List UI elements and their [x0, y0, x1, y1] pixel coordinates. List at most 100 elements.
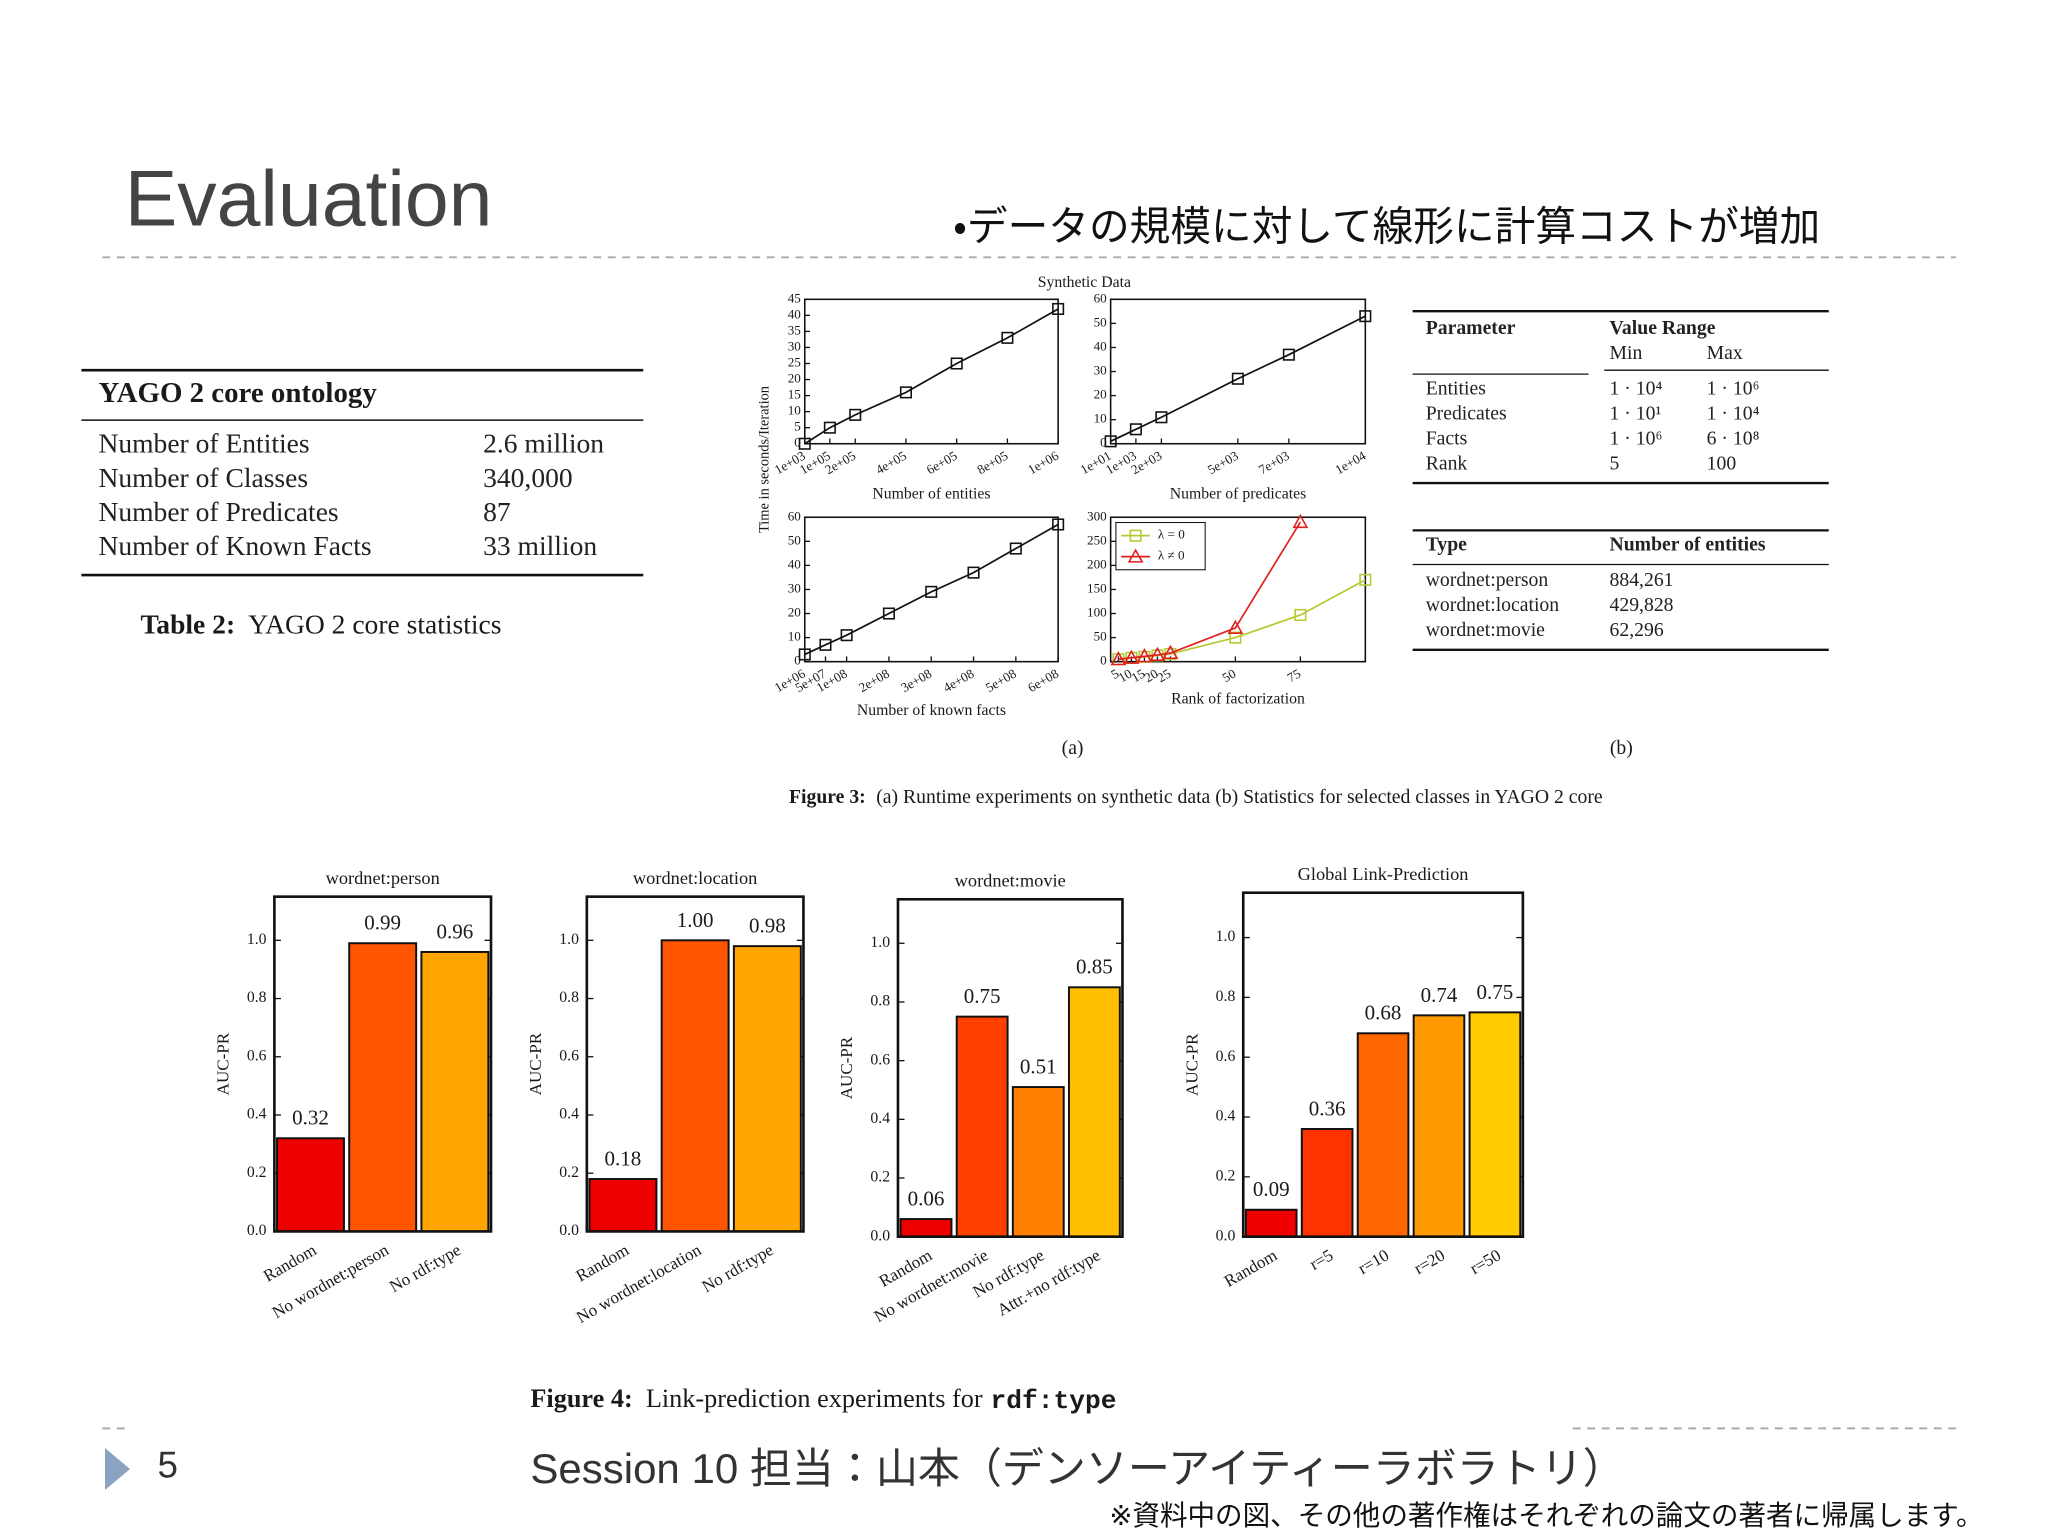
- marker: [1136, 648, 1153, 663]
- x-tick-label: 2e+08: [856, 665, 892, 695]
- marker: [1292, 513, 1309, 529]
- x-tick-label: 3e+08: [898, 665, 934, 695]
- bar: [588, 1178, 658, 1233]
- table-cell: 884,261: [1610, 569, 1674, 591]
- table-cell: Predicates: [1426, 402, 1507, 424]
- legend-label: λ = 0: [1158, 527, 1185, 542]
- table-cell: 100: [1707, 452, 1737, 474]
- bar: [660, 939, 730, 1233]
- marker: [1052, 518, 1065, 531]
- series-line: [1110, 315, 1366, 443]
- y-tick-label: 20: [788, 605, 802, 620]
- x-tick-label: 1e+06: [1025, 448, 1061, 478]
- y-tick-label: 0.6: [1216, 1048, 1236, 1065]
- y-tick-label: 0: [794, 653, 801, 668]
- y-tick-label: 0: [1100, 653, 1107, 668]
- page-number: 5: [158, 1444, 178, 1485]
- x-tick-label: r=5: [1306, 1245, 1336, 1273]
- y-tick-label: 0.2: [870, 1169, 890, 1186]
- x-tick-label: Random: [573, 1240, 633, 1285]
- bar: [1011, 1086, 1065, 1238]
- bar: [732, 945, 802, 1233]
- caption-text: (a) Runtime experiments on synthetic dat…: [876, 786, 1603, 808]
- x-tick-label: 1e+04: [1332, 448, 1368, 478]
- y-tick-label: 150: [1087, 580, 1107, 595]
- table-header: Value Range: [1610, 317, 1716, 339]
- caption-text: Link-prediction experiments for: [646, 1384, 983, 1413]
- table-subheader: Min: [1610, 342, 1643, 364]
- table-cell: 1 · 10⁴: [1610, 377, 1663, 399]
- y-axis-label: AUC-PR: [837, 1036, 856, 1099]
- y-tick-label: 0.2: [559, 1164, 579, 1181]
- x-tick-label: 5e+03: [1205, 448, 1241, 478]
- y-tick-label: 40: [788, 556, 802, 571]
- caption-label: Figure 3:: [789, 786, 866, 808]
- marker: [849, 408, 862, 421]
- x-tick-label: Random: [1221, 1245, 1281, 1290]
- x-tick-label: 4e+05: [873, 448, 909, 478]
- marker: [798, 437, 811, 450]
- series-line: [804, 523, 1059, 656]
- y-tick-label: 100: [1087, 605, 1107, 620]
- y-tick-label: 0.4: [559, 1106, 579, 1123]
- bullet-icon: [105, 1448, 130, 1491]
- series-line: [804, 308, 1059, 445]
- bar: [420, 950, 490, 1233]
- y-tick-label: 1.0: [1216, 928, 1236, 945]
- table-header: Type: [1426, 534, 1467, 556]
- x-tick-label: r=10: [1355, 1245, 1393, 1278]
- y-tick-label: 300: [1087, 508, 1107, 523]
- marker: [925, 585, 938, 598]
- y-tick-label: 1.0: [559, 931, 579, 948]
- x-tick-label: No rdf:type: [699, 1240, 777, 1296]
- table-cell: wordnet:movie: [1426, 619, 1545, 641]
- y-tick-label: 35: [788, 322, 802, 337]
- x-axis-label: Number of predicates: [1170, 486, 1306, 503]
- marker: [1009, 542, 1022, 555]
- y-tick-label: 45: [788, 290, 802, 305]
- bullet: ・データの規模に対して線形に計算コストが増加: [953, 203, 1820, 249]
- table-cell: wordnet:location: [1426, 594, 1560, 616]
- table-cell: 33 million: [483, 530, 597, 561]
- y-tick-label: 0.6: [247, 1047, 267, 1064]
- bar: [899, 1218, 953, 1238]
- data-label: 0.75: [1477, 980, 1514, 1004]
- y-tick-label: 30: [788, 338, 802, 353]
- data-label: 0.98: [749, 914, 786, 938]
- y-tick-label: 0.2: [1216, 1167, 1236, 1184]
- table-cell: 87: [483, 496, 511, 527]
- y-tick-label: 15: [788, 387, 802, 402]
- x-tick-label: 6e+08: [1025, 665, 1061, 695]
- table-cell: 1 · 10⁶: [1610, 427, 1663, 449]
- y-tick-label: 200: [1087, 556, 1107, 571]
- y-axis-label: Time in seconds/Iteration: [757, 386, 773, 533]
- data-label: 0.74: [1421, 983, 1458, 1007]
- y-tick-label: 60: [1094, 290, 1108, 305]
- y-tick-label: 0.2: [247, 1164, 267, 1181]
- table-header: YAGO 2 core ontology: [98, 377, 377, 409]
- subfigure-label: (b): [1610, 737, 1633, 759]
- table-cell: Rank: [1426, 452, 1468, 474]
- bar: [1067, 986, 1121, 1238]
- x-tick-label: 2e+03: [1128, 448, 1164, 478]
- marker: [1227, 619, 1244, 635]
- y-tick-label: 0.0: [870, 1227, 890, 1244]
- marker: [840, 629, 853, 642]
- marker: [1155, 411, 1168, 424]
- y-tick-label: 10: [1094, 411, 1108, 426]
- data-label: 0.06: [908, 1187, 945, 1211]
- marker: [1129, 423, 1142, 436]
- table-cell: Number of Entities: [98, 428, 309, 459]
- table-cell: 1 · 10⁴: [1707, 402, 1760, 424]
- marker: [1149, 646, 1166, 661]
- x-tick-label: 4e+08: [941, 665, 977, 695]
- data-label: 0.51: [1020, 1054, 1057, 1078]
- copyright: ※資料中の図、その他の著作権はそれぞれの論文の著者に帰属します。: [1109, 1500, 1983, 1531]
- marker: [1127, 548, 1144, 563]
- y-axis-label: AUC-PR: [1182, 1033, 1201, 1096]
- x-axis-label: Number of entities: [872, 486, 990, 503]
- caption-text: YAGO 2 core statistics: [248, 609, 501, 640]
- marker: [1231, 372, 1244, 385]
